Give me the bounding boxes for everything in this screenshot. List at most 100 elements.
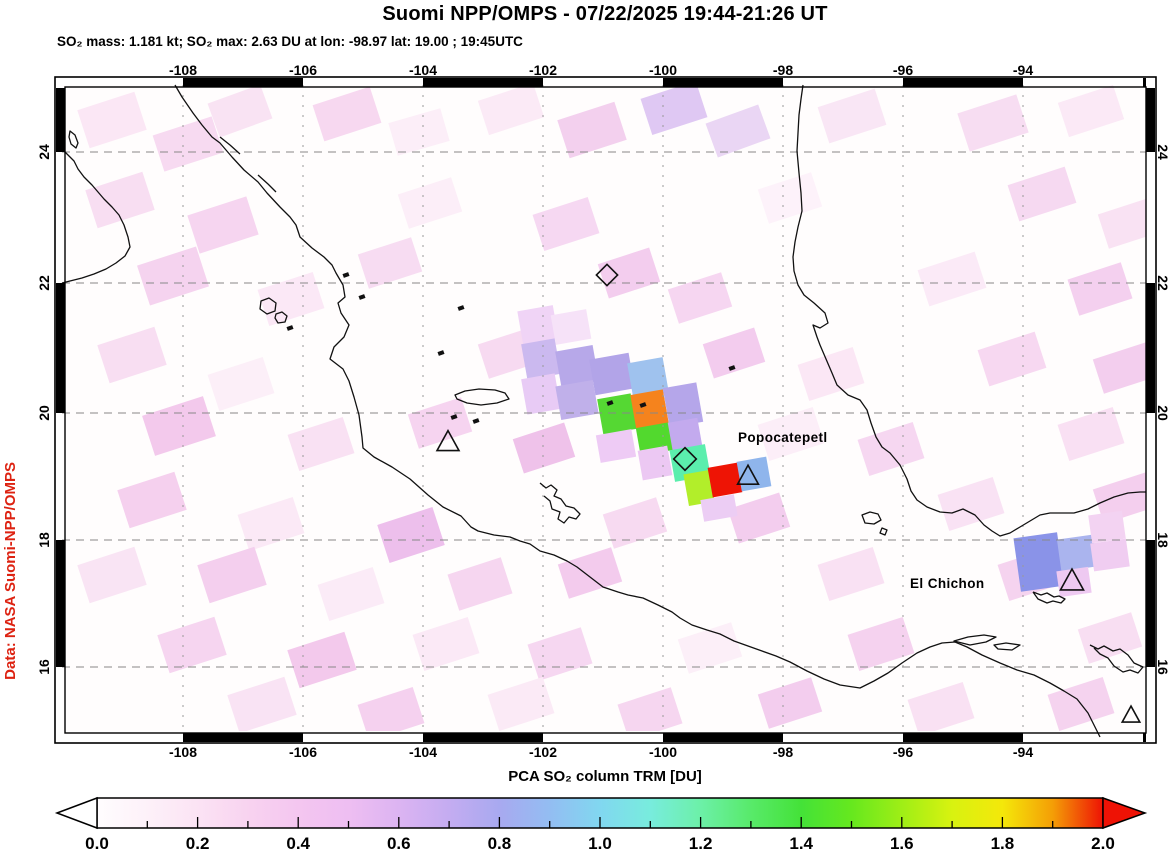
noise-tile: [797, 346, 865, 402]
so2-pixel: [736, 456, 772, 492]
lon-tick-label: -106: [288, 62, 318, 78]
noise-tile: [317, 566, 385, 622]
noise-tile: [1057, 406, 1125, 462]
noise-tile: [407, 397, 473, 449]
noise-tile: [757, 677, 823, 729]
volcano-label-popocatepetl: Popocatepetl: [738, 430, 828, 445]
so2-pixel: [595, 429, 637, 463]
noise-tile: [512, 422, 576, 474]
lat-tick-label: 16: [36, 659, 52, 675]
noise-tile: [857, 421, 925, 477]
colorbar-tick-label: 1.2: [688, 834, 713, 853]
lon-tick-label: -96: [892, 744, 914, 760]
noise-tile: [388, 108, 450, 156]
noise-tile: [157, 616, 227, 674]
neatline-seg: [423, 733, 543, 742]
neatline-seg: [1146, 283, 1155, 413]
neatline-seg: [1146, 88, 1155, 152]
lat-tick-label: 18: [1155, 532, 1171, 548]
noise-tile: [727, 492, 791, 544]
noise-tile: [1047, 676, 1115, 731]
lat-tick-label: 20: [36, 405, 52, 421]
noise-tile: [1007, 166, 1077, 222]
so2-pixel: [550, 309, 592, 345]
noise-tile: [705, 104, 771, 158]
lon-tick-label: -100: [648, 62, 678, 78]
lon-tick-label: -98: [772, 744, 794, 760]
noise-tile: [357, 686, 425, 731]
noise-tile: [152, 116, 224, 172]
noise-tile: [227, 676, 297, 731]
colorbar-tick-label: 0.0: [85, 834, 109, 853]
colorbar-gradient-bar: [96, 797, 1104, 829]
lat-tick-label: 24: [1155, 144, 1171, 160]
neatline-seg: [1143, 733, 1146, 742]
noise-tile: [907, 681, 975, 731]
noise-tile: [397, 177, 463, 229]
so2-pixel: [555, 379, 599, 421]
noise-tile: [677, 622, 743, 674]
lon-tick-label: -104: [408, 62, 438, 78]
lat-tick-label: 18: [36, 532, 52, 548]
lon-tick-label: -106: [288, 744, 318, 760]
so2-pixel: [521, 338, 561, 380]
colorbar-tick-label: 0.8: [487, 834, 512, 853]
noise-tile: [977, 331, 1047, 387]
so2-stats-subtitle: SO₂ mass: 1.181 kt; SO₂ max: 2.63 DU at …: [57, 34, 523, 49]
noise-tile: [527, 627, 593, 681]
lon-tick-label: -94: [1012, 744, 1034, 760]
lon-tick-label: -100: [648, 744, 678, 760]
colorbar: [54, 796, 1148, 830]
colorbar-overflow-arrow: [1102, 796, 1148, 830]
neatline-seg: [903, 733, 1023, 742]
neatline-seg: [183, 733, 303, 742]
so2-pixel: [637, 445, 673, 481]
noise-tile: [702, 327, 766, 379]
lon-tick-label: -98: [772, 62, 794, 78]
noise-tile: [142, 396, 216, 456]
noise-tile: [287, 416, 355, 472]
noise-tile: [477, 85, 545, 136]
noise-tile: [77, 91, 147, 149]
data-credit: Data: NASA Suomi-NPP/OMPS: [2, 462, 28, 742]
so2-pixel: [1056, 566, 1092, 598]
noise-tile: [85, 171, 155, 229]
noise-tile: [817, 88, 887, 144]
noise-tile: [597, 247, 661, 299]
noise-tile: [287, 631, 357, 689]
noise-tile: [447, 557, 513, 611]
lon-tick-label: -94: [1012, 62, 1034, 78]
noise-tile: [117, 471, 187, 529]
lon-tick-label: -108: [168, 744, 198, 760]
noise-tile: [1057, 85, 1125, 138]
noise-tile: [137, 246, 209, 306]
noise-tile: [97, 326, 167, 384]
colorbar-tick-label: 0.6: [386, 834, 411, 853]
page-title: Suomi NPP/OMPS - 07/22/2025 19:44-21:26 …: [382, 3, 828, 25]
noise-tile: [312, 86, 382, 142]
lat-tick-label: 22: [36, 275, 52, 291]
map-canvas: [62, 85, 1146, 731]
noise-tile: [257, 271, 325, 327]
so2-pixel: [589, 352, 635, 396]
colorbar-tick-label: 1.0: [588, 834, 612, 853]
lon-tick-label: -102: [528, 62, 558, 78]
colorbar-tick-label: 1.8: [990, 834, 1015, 853]
noise-tile: [557, 547, 623, 599]
noise-tile: [640, 85, 708, 136]
lon-tick-label: -108: [168, 62, 198, 78]
noise-tile: [757, 172, 823, 224]
noise-tile: [77, 546, 147, 604]
lat-tick-label: 24: [36, 144, 52, 160]
noise-tile: [187, 196, 259, 254]
so2-pixel: [1090, 538, 1130, 572]
colorbar-tick-label: 0.2: [185, 834, 210, 853]
noise-tile: [377, 507, 445, 563]
noise-tile: [1092, 342, 1146, 394]
so2-pixel: [521, 373, 561, 415]
noise-tile: [667, 272, 733, 324]
noise-tile: [937, 476, 1005, 532]
neatline-seg: [663, 733, 783, 742]
noise-tile: [557, 101, 627, 159]
